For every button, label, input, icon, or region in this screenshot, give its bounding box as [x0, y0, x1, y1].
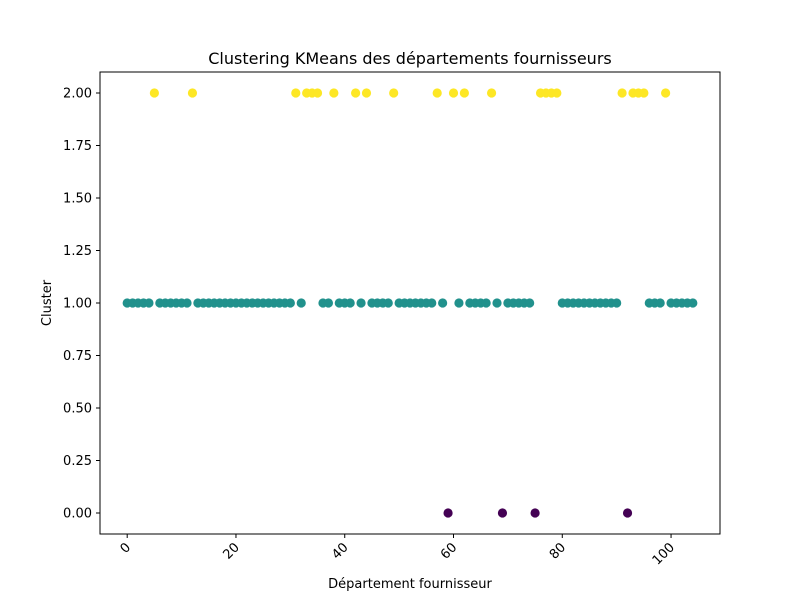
data-point	[448, 88, 459, 98]
data-point	[622, 508, 633, 518]
data-point	[530, 508, 540, 518]
data-point	[639, 88, 649, 98]
y-tick-label: 0.50	[63, 402, 92, 417]
chart-title: Clustering KMeans des départements fourn…	[208, 49, 611, 68]
y-tick-label: 1.00	[63, 297, 92, 312]
data-point	[383, 298, 393, 308]
data-point	[356, 298, 366, 308]
data-point	[312, 88, 323, 98]
y-tick-label: 2.00	[63, 87, 92, 102]
y-axis: 0.00 0.25 0.50 0.75 1.00 1.25 1.50 1.75 2.00	[63, 87, 100, 522]
y-tick-label: 1.50	[63, 192, 92, 207]
data-point	[323, 298, 334, 308]
data-point	[481, 298, 491, 308]
data-point	[329, 88, 339, 98]
data-point	[497, 508, 508, 518]
data-point	[296, 298, 306, 308]
data-point	[351, 88, 361, 98]
data-point	[182, 298, 192, 308]
data-point	[492, 298, 502, 308]
data-point	[427, 298, 437, 308]
data-point	[438, 298, 448, 308]
data-point	[459, 88, 469, 98]
data-points	[122, 88, 698, 518]
data-point	[486, 88, 497, 98]
data-point	[552, 88, 562, 98]
data-point	[612, 298, 622, 308]
data-point	[144, 298, 154, 308]
y-tick-label: 0.00	[63, 507, 92, 522]
y-axis-title: Cluster	[40, 279, 55, 326]
data-point	[345, 298, 355, 308]
data-point	[361, 88, 372, 98]
y-tick-label: 0.25	[63, 454, 92, 469]
data-point	[454, 298, 464, 308]
data-point	[655, 298, 665, 308]
y-tick-label: 0.75	[63, 349, 92, 364]
data-point	[688, 298, 698, 308]
x-axis-title: Département fournisseur	[328, 577, 492, 592]
data-point	[525, 298, 535, 308]
data-point	[617, 88, 627, 98]
data-point	[443, 508, 453, 518]
y-tick-label: 1.75	[63, 139, 92, 154]
data-point	[187, 88, 198, 98]
data-point	[285, 298, 295, 308]
y-tick-label: 1.25	[63, 244, 92, 259]
data-point	[291, 88, 301, 98]
data-point	[389, 88, 399, 98]
data-point	[432, 88, 442, 98]
data-point	[661, 88, 671, 98]
data-point	[149, 88, 159, 98]
